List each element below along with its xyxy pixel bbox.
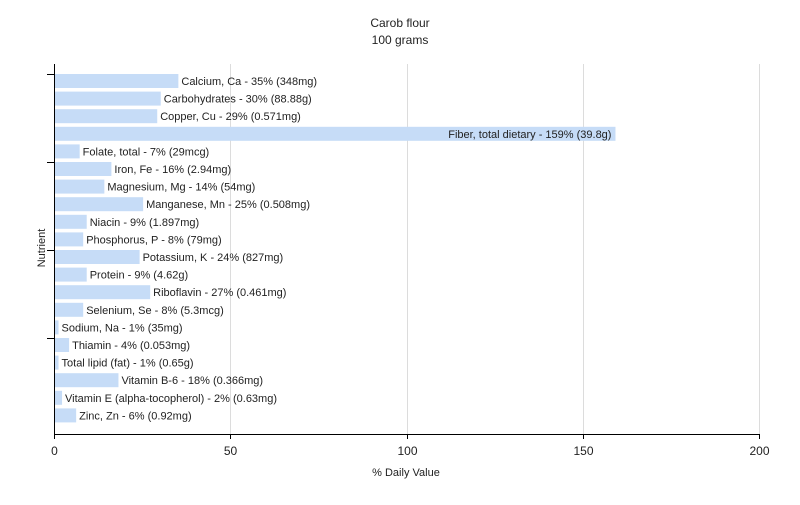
bar bbox=[55, 390, 63, 405]
gridlines bbox=[230, 64, 760, 434]
bar bbox=[55, 302, 84, 317]
bar-label: Zinc, Zn - 6% (0.92mg) bbox=[79, 410, 191, 422]
bar bbox=[55, 320, 59, 335]
bar-label: Potassium, K - 24% (827mg) bbox=[143, 252, 284, 264]
bar-label: Phosphorus, P - 8% (79mg) bbox=[86, 234, 222, 246]
chart-subtitle: 100 grams bbox=[372, 33, 429, 47]
bar bbox=[55, 355, 59, 370]
bar-label: Vitamin B-6 - 18% (0.366mg) bbox=[121, 375, 263, 387]
bar bbox=[55, 285, 151, 300]
bar bbox=[55, 179, 105, 194]
bar-label: Protein - 9% (4.62g) bbox=[90, 270, 188, 282]
bar-label: Iron, Fe - 16% (2.94mg) bbox=[114, 164, 231, 176]
bar bbox=[55, 74, 179, 88]
axes: 0 50 100 150 200 bbox=[47, 64, 770, 458]
x-tick-label: 50 bbox=[224, 444, 238, 458]
bar bbox=[55, 91, 161, 106]
bar-label: Carbohydrates - 30% (88.88g) bbox=[164, 94, 312, 106]
bar-label: Magnesium, Mg - 14% (54mg) bbox=[107, 182, 255, 194]
bar bbox=[55, 197, 144, 212]
bar bbox=[55, 408, 77, 423]
bar-label: Manganese, Mn - 25% (0.508mg) bbox=[146, 199, 310, 211]
bar-label: Selenium, Se - 8% (5.3mcg) bbox=[86, 305, 224, 317]
x-tick-label: 200 bbox=[749, 444, 769, 458]
bar bbox=[55, 214, 87, 229]
bar bbox=[55, 338, 70, 352]
bar bbox=[55, 232, 84, 247]
bars: Calcium, Ca - 35% (348mg) Carbohydrates -… bbox=[55, 74, 616, 423]
x-tick-label: 0 bbox=[51, 444, 58, 458]
bar bbox=[55, 267, 87, 282]
bar-label: Thiamin - 4% (0.053mg) bbox=[72, 340, 190, 352]
bar-label: Fiber, total dietary - 159% (39.8g) bbox=[448, 129, 611, 141]
bar bbox=[55, 162, 112, 176]
bar bbox=[55, 126, 616, 141]
bar-label: Copper, Cu - 29% (0.571mg) bbox=[160, 111, 301, 123]
chart-title: Carob flour bbox=[370, 16, 429, 30]
x-axis-label: % Daily Value bbox=[372, 467, 440, 479]
y-axis-label: Nutrient bbox=[36, 229, 48, 268]
bar bbox=[55, 144, 80, 159]
bar-label: Calcium, Ca - 35% (348mg) bbox=[181, 76, 317, 88]
bar-label: Folate, total - 7% (29mcg) bbox=[83, 146, 210, 158]
bar bbox=[55, 250, 140, 264]
bar bbox=[55, 373, 119, 388]
bar-label: Vitamin E (alpha-tocopherol) - 2% (0.63m… bbox=[65, 393, 277, 405]
bar-label: Riboflavin - 27% (0.461mg) bbox=[153, 287, 286, 299]
bar-label: Sodium, Na - 1% (35mg) bbox=[62, 322, 183, 334]
bar-label: Niacin - 9% (1.897mg) bbox=[90, 217, 199, 229]
x-tick-label: 150 bbox=[573, 444, 593, 458]
bar-label: Total lipid (fat) - 1% (0.65g) bbox=[62, 358, 194, 370]
bar bbox=[55, 109, 158, 124]
x-tick-label: 100 bbox=[397, 444, 417, 458]
